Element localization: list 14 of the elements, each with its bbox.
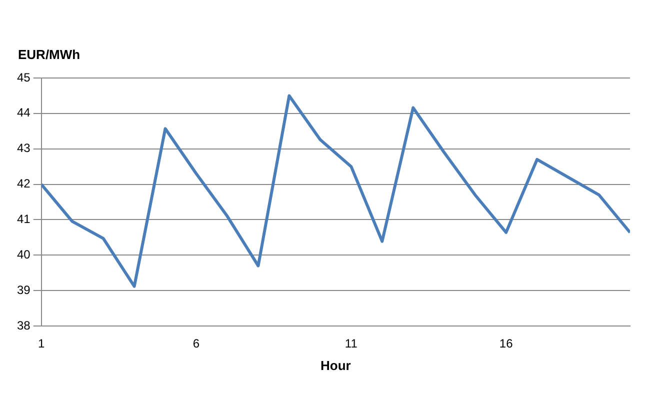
x-axis-title: Hour bbox=[320, 358, 351, 373]
x-tick-label: 16 bbox=[499, 336, 514, 351]
y-tick-label: 43 bbox=[16, 141, 31, 156]
y-tick-label: 41 bbox=[16, 212, 31, 226]
y-tick-label: 42 bbox=[16, 176, 31, 191]
y-tick-label: 40 bbox=[16, 247, 31, 262]
x-tick-label: 1 bbox=[38, 336, 46, 351]
y-tick-label: 38 bbox=[16, 318, 31, 332]
y-tick-label: 44 bbox=[16, 106, 31, 120]
y-axis-title: EUR/MWh bbox=[18, 47, 80, 62]
y-tick-label: 39 bbox=[16, 282, 31, 297]
x-tick-label: 6 bbox=[192, 336, 200, 351]
y-tick-label: 45 bbox=[16, 70, 31, 84]
x-tick-label: 11 bbox=[344, 336, 358, 351]
